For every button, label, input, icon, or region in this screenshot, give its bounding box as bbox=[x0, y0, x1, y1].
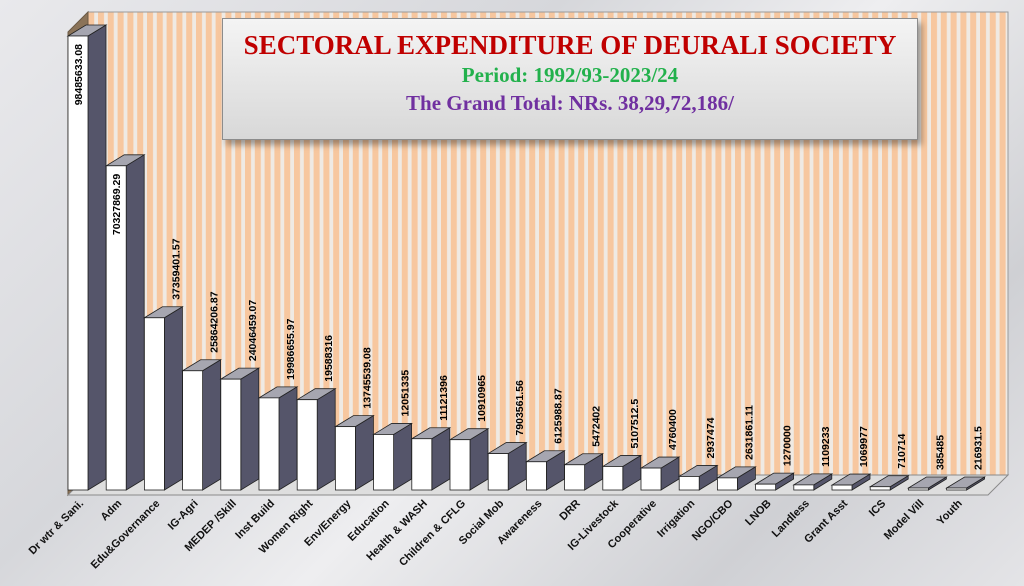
value-label: 12051335 bbox=[400, 370, 412, 417]
bar bbox=[486, 441, 528, 491]
value-label: 5472402 bbox=[591, 406, 603, 447]
bar bbox=[257, 386, 299, 491]
bar bbox=[639, 456, 681, 491]
category-label: Model Vill bbox=[882, 498, 927, 543]
chart-grand-total: The Grand Total: NRs. 38,29,72,186/ bbox=[406, 91, 734, 115]
title-box: SECTORAL EXPENDITURE OF DEURALI SOCIETY … bbox=[222, 18, 918, 140]
value-label: 37359401.57 bbox=[170, 238, 182, 299]
category-label: ICS bbox=[867, 498, 888, 519]
bar bbox=[142, 306, 184, 491]
value-label: 2631861.11 bbox=[743, 405, 755, 460]
bar bbox=[295, 387, 337, 491]
category-label: DRR bbox=[557, 498, 582, 523]
value-label: 4760400 bbox=[667, 409, 679, 450]
value-label: 19986655.97 bbox=[285, 318, 297, 379]
bar bbox=[945, 476, 987, 491]
bar bbox=[868, 475, 910, 491]
value-label: 216931.5 bbox=[973, 426, 985, 470]
value-label: 1270000 bbox=[782, 425, 794, 466]
category-label: Dr wtr & Sani. bbox=[27, 498, 86, 557]
value-label: 7903561.56 bbox=[514, 380, 526, 436]
bar bbox=[830, 473, 872, 491]
bar bbox=[754, 472, 796, 491]
category-label: NGO/CBO bbox=[690, 497, 736, 543]
category-label: Adm bbox=[99, 497, 125, 523]
category-label: IG-Agri bbox=[166, 498, 201, 533]
category-label: Children & CFLG bbox=[397, 498, 468, 569]
value-label: 6125988.87 bbox=[552, 388, 564, 444]
bar bbox=[601, 454, 643, 491]
value-label: 710714 bbox=[896, 434, 908, 469]
chart-title: SECTORAL EXPENDITURE OF DEURALI SOCIETY bbox=[243, 30, 897, 60]
value-label: 385485 bbox=[934, 435, 946, 470]
bar bbox=[181, 359, 223, 491]
value-label: 11121396 bbox=[438, 375, 450, 421]
bar bbox=[410, 427, 452, 491]
value-label: 98485633.08 bbox=[73, 44, 85, 105]
category-label: Youth bbox=[935, 497, 965, 527]
value-label: 24046459.07 bbox=[247, 300, 259, 361]
bars-layer bbox=[66, 24, 987, 491]
value-label: 13745539.08 bbox=[361, 347, 373, 408]
value-label: 10910965 bbox=[476, 375, 488, 422]
bar bbox=[104, 154, 146, 491]
value-label: 5107512.5 bbox=[629, 399, 641, 449]
value-label: 25864206.87 bbox=[209, 291, 221, 352]
bar bbox=[563, 453, 605, 491]
bar bbox=[524, 450, 566, 491]
value-label: 2937474 bbox=[705, 417, 717, 458]
bar bbox=[715, 466, 757, 491]
bar bbox=[333, 414, 375, 491]
value-label: 1109233 bbox=[820, 426, 832, 466]
value-label: 19588316 bbox=[323, 335, 335, 382]
bar bbox=[219, 367, 261, 491]
category-label: Edu&Governance bbox=[89, 498, 163, 572]
chart-period: Period: 1992/93-2023/24 bbox=[461, 63, 679, 87]
bar bbox=[448, 427, 490, 491]
value-label: 70327869.29 bbox=[111, 174, 123, 235]
bar bbox=[906, 476, 948, 491]
value-label: 1069977 bbox=[858, 426, 870, 467]
category-label: LNOB bbox=[743, 498, 774, 529]
bar bbox=[792, 473, 834, 491]
bar bbox=[372, 422, 414, 491]
